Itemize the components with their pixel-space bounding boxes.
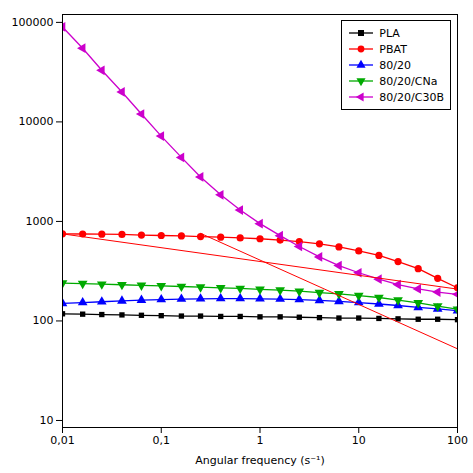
html-text:PBAT: PBAT (379, 42, 407, 56)
svg-text:10000: 10000 (19, 115, 54, 128)
svg-text:100000: 100000 (12, 16, 54, 29)
svg-text:Angular frequency (s⁻¹): Angular frequency (s⁻¹) (195, 454, 324, 467)
svg-text:1000: 1000 (26, 215, 54, 228)
svg-text:10: 10 (40, 414, 54, 427)
svg-text:0,1: 0,1 (153, 434, 171, 447)
html-text:80/20: 80/20 (379, 58, 412, 72)
svg-text:100: 100 (447, 434, 468, 447)
html-text:80/20/CNa: 80/20/CNa (379, 74, 438, 88)
html-text:PLA: PLA (379, 26, 400, 40)
svg-text:0,01: 0,01 (50, 434, 75, 447)
svg-text:100: 100 (33, 314, 54, 327)
html-text:80/20/C30B: 80/20/C30B (379, 90, 444, 104)
svg-text:10: 10 (352, 434, 366, 447)
svg-text:1: 1 (257, 434, 264, 447)
